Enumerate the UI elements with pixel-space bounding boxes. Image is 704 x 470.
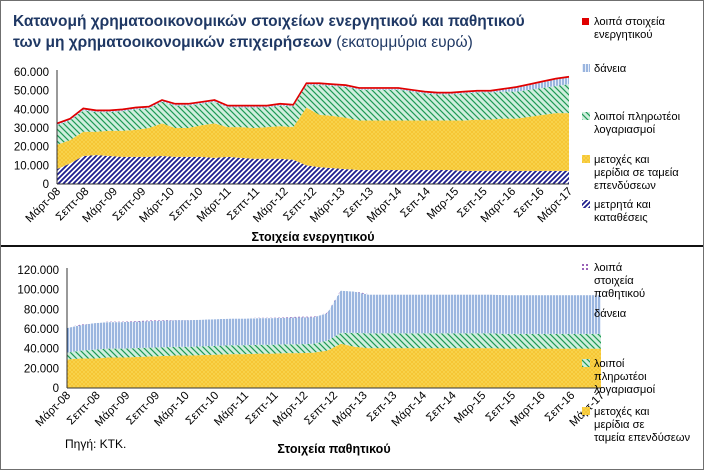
legend-label: λογαριασμοί	[594, 124, 656, 136]
y-tick-label: 40.000	[24, 344, 59, 356]
legend-label: λοιποί πληρωτέοι	[594, 111, 681, 123]
y-tick-label: 40.000	[14, 104, 49, 116]
legend-label: ταμεία επενδύσεων	[594, 432, 690, 444]
legend-label: λοιπά στοιχεία	[594, 16, 665, 28]
legend-label: δάνεια	[594, 63, 627, 75]
legend-label: παθητικού	[594, 288, 645, 300]
legend-label: πληρωτέοι	[594, 371, 647, 383]
legend-swatch	[582, 155, 590, 163]
y-tick-label: 60.000	[14, 67, 49, 79]
y-tick-label: 0	[43, 179, 49, 191]
y-tick-label: 60.000	[24, 324, 59, 336]
legend-label: καταθέσεις	[594, 212, 648, 224]
area-series-2	[67, 332, 601, 360]
legend-label: ενεργητικού	[594, 29, 652, 41]
title-unit: (εκατομμύρια ευρώ)	[336, 34, 473, 51]
legend-label: μετρητά και	[594, 199, 651, 211]
y-tick-label: 80.000	[24, 304, 59, 316]
legend-label: λοιποί	[594, 358, 625, 370]
legend-swatch	[582, 309, 590, 317]
x-axis-title: Στοιχεία ενεργητικού	[251, 230, 374, 243]
x-tick-label: Μαρ-15	[425, 186, 461, 222]
area-series-3	[67, 290, 601, 353]
y-tick-label: 100.000	[17, 285, 59, 297]
legend-swatch	[582, 112, 590, 120]
title-line-2: των μη χρηματοοικονομικών επιχειρήσεων	[13, 34, 332, 51]
y-tick-label: 30.000	[14, 123, 49, 135]
source-note: Πηγή: ΚΤΚ.	[65, 437, 127, 451]
legend-label: μερίδια σε ταμεία	[594, 167, 679, 179]
legend-label: μερίδια σε	[594, 419, 644, 431]
area-series-top-line	[56, 75, 570, 125]
legend-swatch	[582, 407, 590, 415]
x-tick-label: Μαρ-15	[452, 390, 488, 426]
area-series-2	[57, 107, 569, 171]
legend-swatch	[582, 64, 590, 72]
area-series-1	[67, 343, 601, 388]
panel-divider	[1, 245, 703, 247]
legend-swatch	[582, 200, 590, 208]
legend-swatch	[582, 263, 590, 271]
legend-label: λοιπά	[594, 262, 623, 274]
title-line-1: Κατανομή χρηματοοικονομικών στοιχείων εν…	[13, 13, 525, 30]
x-tick-label: Μάρτ-08	[34, 390, 73, 429]
area-series-3	[57, 84, 569, 145]
legend-label: στοιχεία	[594, 275, 634, 287]
legend-label: δάνεια	[594, 308, 627, 320]
chart-title: Κατανομή χρηματοοικονομικών στοιχείων εν…	[13, 11, 573, 53]
legend-label: μετοχές και	[594, 154, 650, 166]
legend-swatch	[582, 359, 590, 367]
legend-label: επενδύσεων	[594, 180, 656, 192]
y-tick-label: 20.000	[24, 363, 59, 375]
x-axis-title: Στοιχεία παθητικού	[277, 442, 390, 456]
y-tick-label: 20.000	[14, 142, 49, 154]
y-tick-label: 10.000	[14, 160, 49, 172]
liabilities-chart: 0 20.000 40.000 60.000 80.000 100.000 120.000 Μ…	[17, 262, 690, 456]
legend-swatch	[582, 18, 589, 25]
y-tick-label: 120.000	[17, 265, 59, 277]
y-tick-label: 50.000	[14, 86, 49, 98]
legend-label: μετοχές και	[594, 406, 650, 418]
area-series-1	[57, 155, 569, 184]
legend-label: λογαριασμοί	[594, 384, 656, 396]
y-tick-label: 0	[53, 383, 59, 395]
assets-chart: 010.00020.00030.00040.00050.00060.000Μάρ…	[14, 16, 681, 243]
